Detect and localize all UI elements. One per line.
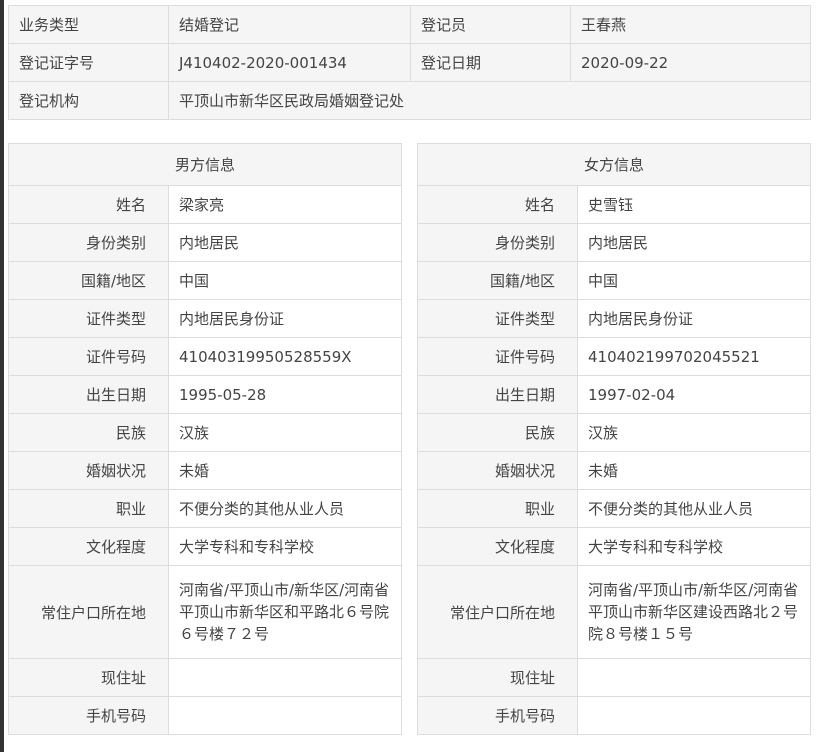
male-field-label: 手机号码 xyxy=(8,696,169,735)
registrar-value: 王春燕 xyxy=(570,5,811,44)
table-row: 国籍/地区 中国 xyxy=(417,261,812,300)
table-row: 文化程度 大学专科和专科学校 xyxy=(8,527,403,566)
female-field-value: 汉族 xyxy=(576,413,812,452)
male-field-label: 常住户口所在地 xyxy=(8,565,169,659)
registrar-label: 登记员 xyxy=(410,5,571,44)
male-info-table: 男方信息 姓名 梁家亮 身份类别 内地居民 国籍/地区 中国 证件类型 内地居民身份证 证件号码… xyxy=(7,143,403,735)
male-field-label: 婚姻状况 xyxy=(8,451,169,490)
table-row: 证件号码 410402199702045521 xyxy=(417,337,812,376)
female-info-title: 女方信息 xyxy=(416,143,812,186)
female-field-label: 出生日期 xyxy=(417,375,578,414)
certificate-number-label: 登记证字号 xyxy=(8,43,169,82)
table-row: 职业 不便分类的其他从业人员 xyxy=(8,489,403,528)
table-row: 业务类型 结婚登记 登记员 王春燕 xyxy=(8,5,811,44)
table-row: 姓名 史雪钰 xyxy=(417,185,812,224)
male-field-value: 41040319950528559X xyxy=(167,337,403,376)
male-field-value: 内地居民身份证 xyxy=(167,299,403,338)
female-field-label: 证件号码 xyxy=(417,337,578,376)
female-field-label: 证件类型 xyxy=(417,299,578,338)
table-row: 证件类型 内地居民身份证 xyxy=(417,299,812,338)
male-field-value: 内地居民 xyxy=(167,223,403,262)
female-field-value: 史雪钰 xyxy=(576,185,812,224)
table-row: 证件类型 内地居民身份证 xyxy=(8,299,403,338)
female-field-value: 未婚 xyxy=(576,451,812,490)
male-field-value: 大学专科和专科学校 xyxy=(167,527,403,566)
male-field-label: 身份类别 xyxy=(8,223,169,262)
male-field-label: 证件号码 xyxy=(8,337,169,376)
female-field-label: 常住户口所在地 xyxy=(417,565,578,659)
window-edge xyxy=(0,0,4,752)
table-row: 国籍/地区 中国 xyxy=(8,261,403,300)
male-field-value xyxy=(167,696,403,735)
female-field-value: 内地居民身份证 xyxy=(576,299,812,338)
female-field-label: 身份类别 xyxy=(417,223,578,262)
female-info-table: 女方信息 姓名 史雪钰 身份类别 内地居民 国籍/地区 中国 证件类型 内地居民身份证 证件号码… xyxy=(416,143,812,735)
table-row: 身份类别 内地居民 xyxy=(8,223,403,262)
table-row: 证件号码 41040319950528559X xyxy=(8,337,403,376)
female-field-label: 婚姻状况 xyxy=(417,451,578,490)
male-field-value xyxy=(167,658,403,697)
table-row: 现住址 xyxy=(8,658,403,697)
table-row: 身份类别 内地居民 xyxy=(417,223,812,262)
female-field-value: 内地居民 xyxy=(576,223,812,262)
table-row: 文化程度 大学专科和专科学校 xyxy=(417,527,812,566)
registration-office-value: 平顶山市新华区民政局婚姻登记处 xyxy=(168,81,811,120)
female-field-value xyxy=(576,696,812,735)
table-row: 民族 汉族 xyxy=(417,413,812,452)
male-field-value: 不便分类的其他从业人员 xyxy=(167,489,403,528)
registration-summary-table: 业务类型 结婚登记 登记员 王春燕 登记证字号 J410402-2020-001… xyxy=(8,5,811,120)
male-field-label: 民族 xyxy=(8,413,169,452)
table-row: 登记机构 平顶山市新华区民政局婚姻登记处 xyxy=(8,81,811,120)
female-field-label: 国籍/地区 xyxy=(417,261,578,300)
table-row: 登记证字号 J410402-2020-001434 登记日期 2020-09-2… xyxy=(8,43,811,82)
male-field-value: 梁家亮 xyxy=(167,185,403,224)
registration-date-label: 登记日期 xyxy=(410,43,571,82)
table-row: 姓名 梁家亮 xyxy=(8,185,403,224)
male-field-value: 河南省/平顶山市/新华区/河南省平顶山市新华区和平路北６号院６号楼７２号 xyxy=(167,565,403,659)
business-type-value: 结婚登记 xyxy=(168,5,411,44)
table-row: 出生日期 1995-05-28 xyxy=(8,375,403,414)
table-row: 婚姻状况 未婚 xyxy=(8,451,403,490)
female-field-value: 中国 xyxy=(576,261,812,300)
table-row: 常住户口所在地 河南省/平顶山市/新华区/河南省平顶山市新华区建设西路北２号院８号… xyxy=(417,565,812,659)
male-field-label: 出生日期 xyxy=(8,375,169,414)
male-info-title: 男方信息 xyxy=(7,143,403,186)
male-field-label: 现住址 xyxy=(8,658,169,697)
female-field-value: 410402199702045521 xyxy=(576,337,812,376)
table-row: 出生日期 1997-02-04 xyxy=(417,375,812,414)
female-field-label: 职业 xyxy=(417,489,578,528)
certificate-number-value: J410402-2020-001434 xyxy=(168,43,411,82)
male-field-value: 未婚 xyxy=(167,451,403,490)
female-field-label: 文化程度 xyxy=(417,527,578,566)
male-field-label: 文化程度 xyxy=(8,527,169,566)
table-row: 职业 不便分类的其他从业人员 xyxy=(417,489,812,528)
table-row: 现住址 xyxy=(417,658,812,697)
female-field-value: 不便分类的其他从业人员 xyxy=(576,489,812,528)
female-field-label: 民族 xyxy=(417,413,578,452)
male-field-label: 姓名 xyxy=(8,185,169,224)
table-row: 常住户口所在地 河南省/平顶山市/新华区/河南省平顶山市新华区和平路北６号院６号楼… xyxy=(8,565,403,659)
table-row: 手机号码 xyxy=(8,696,403,735)
male-field-value: 中国 xyxy=(167,261,403,300)
female-field-value: 1997-02-04 xyxy=(576,375,812,414)
male-field-label: 国籍/地区 xyxy=(8,261,169,300)
female-field-label: 手机号码 xyxy=(417,696,578,735)
table-row: 手机号码 xyxy=(417,696,812,735)
female-field-value: 河南省/平顶山市/新华区/河南省平顶山市新华区建设西路北２号院８号楼１５号 xyxy=(576,565,812,659)
registration-office-label: 登记机构 xyxy=(8,81,169,120)
male-field-value: 汉族 xyxy=(167,413,403,452)
registration-date-value: 2020-09-22 xyxy=(570,43,811,82)
male-field-label: 证件类型 xyxy=(8,299,169,338)
female-field-value xyxy=(576,658,812,697)
male-field-label: 职业 xyxy=(8,489,169,528)
female-field-label: 姓名 xyxy=(417,185,578,224)
female-field-label: 现住址 xyxy=(417,658,578,697)
business-type-label: 业务类型 xyxy=(8,5,169,44)
table-row: 民族 汉族 xyxy=(8,413,403,452)
female-field-value: 大学专科和专科学校 xyxy=(576,527,812,566)
table-row: 婚姻状况 未婚 xyxy=(417,451,812,490)
male-field-value: 1995-05-28 xyxy=(167,375,403,414)
